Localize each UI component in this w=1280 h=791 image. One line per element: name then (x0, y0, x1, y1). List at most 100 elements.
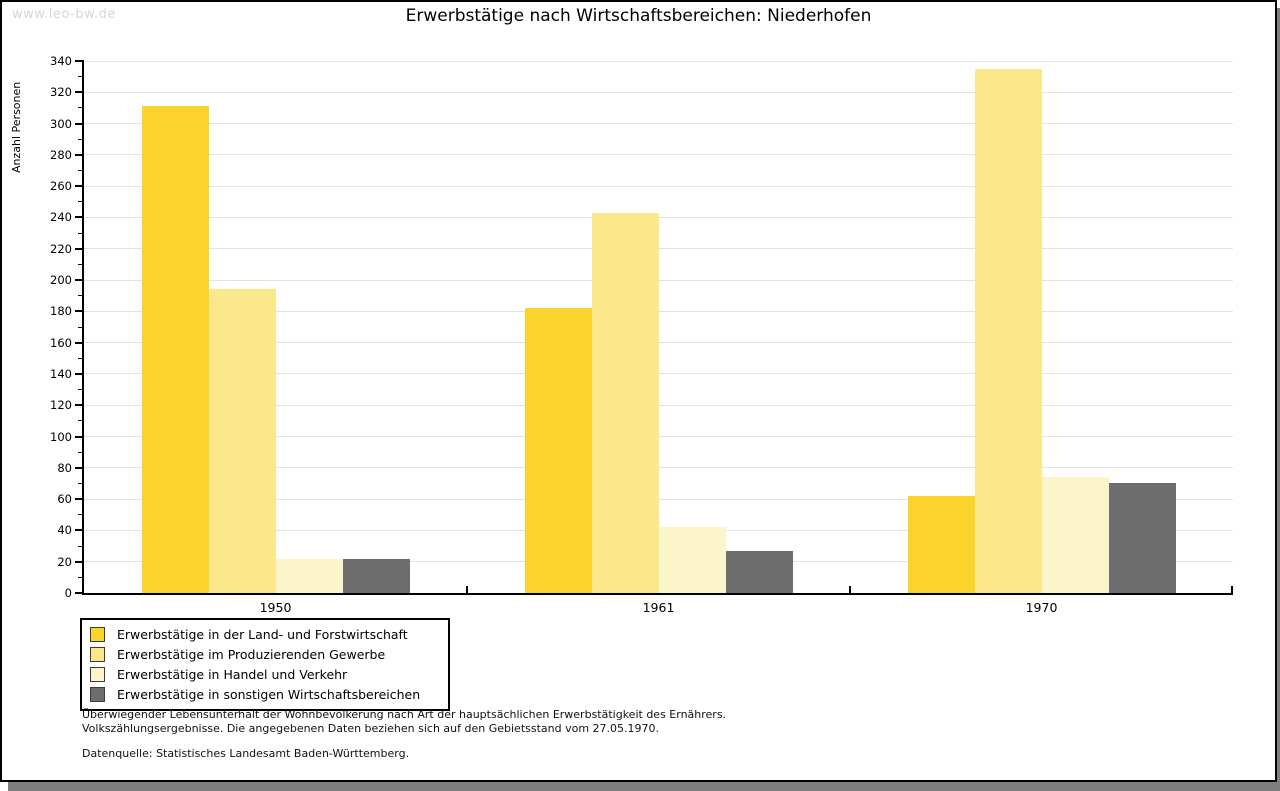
y-tick-major (75, 247, 84, 250)
legend-label: Erwerbstätige in sonstigen Wirtschaftsbe… (117, 686, 421, 702)
grid-line (84, 342, 1233, 344)
grid-line (84, 373, 1233, 375)
data-source-text: Datenquelle: Statistisches Landesamt Bad… (82, 747, 410, 760)
grid-line (84, 279, 1233, 281)
legend-swatch-icon (90, 686, 105, 702)
x-tick-label: 1970 (1025, 600, 1058, 615)
bar (907, 495, 975, 593)
grid-line (84, 185, 1233, 187)
y-tick-label: 220 (50, 241, 72, 256)
bar (1041, 477, 1109, 593)
y-tick-label: 260 (50, 179, 72, 194)
bar (658, 527, 726, 593)
y-axis-title: Anzahl Personen (10, 81, 23, 173)
bar (725, 550, 793, 593)
y-tick-label: 300 (50, 116, 72, 131)
y-tick-minor (78, 232, 84, 234)
y-tick-label: 160 (50, 335, 72, 350)
grid-line (84, 154, 1233, 156)
y-tick-minor (78, 451, 84, 453)
y-tick-major (75, 529, 84, 532)
grid-line (84, 310, 1233, 312)
y-tick-label: 80 (57, 460, 72, 475)
y-tick-label: 200 (50, 273, 72, 288)
y-tick-major (75, 372, 84, 375)
y-tick-minor (78, 170, 84, 172)
y-tick-major (75, 153, 84, 156)
legend-label: Erwerbstätige im Produzierenden Gewerbe (117, 646, 386, 662)
x-tick (466, 586, 468, 593)
y-tick-major (75, 404, 84, 407)
y-tick-major (75, 310, 84, 313)
grid-line (84, 91, 1233, 93)
watermark: www.leo-bw.de (12, 7, 116, 22)
legend-swatch-icon (90, 666, 105, 682)
footnote-text: Überwiegender Lebensunterhalt der Wohnbe… (82, 708, 726, 735)
bar (591, 212, 659, 593)
y-tick-minor (78, 545, 84, 547)
y-tick-major (75, 91, 84, 94)
legend: Erwerbstätige in der Land- und Forstwirt… (80, 618, 450, 711)
y-tick-major (75, 435, 84, 438)
grid-line (84, 216, 1233, 218)
y-tick-minor (78, 263, 84, 265)
bar (141, 106, 209, 593)
frame-shadow-bottom (8, 782, 1280, 791)
y-tick-label: 320 (50, 85, 72, 100)
bar (974, 68, 1042, 593)
y-tick-minor (78, 389, 84, 391)
grid-line (84, 60, 1233, 62)
y-tick-label: 40 (57, 523, 72, 538)
y-tick-label: 100 (50, 429, 72, 444)
y-tick-label: 240 (50, 210, 72, 225)
y-tick-major (75, 592, 84, 594)
bar (524, 308, 592, 593)
y-tick-minor (78, 295, 84, 297)
y-tick-minor (78, 576, 84, 578)
y-tick-label: 20 (57, 554, 72, 569)
grid-line (84, 436, 1233, 438)
y-tick-minor (78, 357, 84, 359)
legend-item-1: Erwerbstätige in der Land- und Forstwirt… (82, 624, 448, 644)
footnote-line-1: Überwiegender Lebensunterhalt der Wohnbe… (82, 708, 727, 721)
legend-item-2: Erwerbstätige im Produzierenden Gewerbe (82, 644, 448, 664)
legend-swatch-icon (90, 646, 105, 662)
y-tick-label: 180 (50, 304, 72, 319)
x-tick (849, 586, 851, 593)
y-tick-minor (78, 138, 84, 140)
y-tick-minor (78, 326, 84, 328)
bar (1108, 483, 1176, 593)
plot-area: 0 20 40 60 80 100 120 140 160 180 200 220 240 260 280 3… (50, 54, 1233, 615)
y-tick-major (75, 216, 84, 219)
legend-swatch-icon (90, 626, 105, 642)
y-tick-minor (78, 201, 84, 203)
legend-label: Erwerbstätige in Handel und Verkehr (117, 666, 348, 682)
x-tick-label: 1950 (259, 600, 292, 615)
grid-line (84, 404, 1233, 406)
y-tick-major (75, 279, 84, 282)
grid-line (84, 498, 1233, 500)
x-tick (1231, 586, 1233, 593)
x-tick-label: 1961 (642, 600, 675, 615)
y-tick-minor (78, 420, 84, 422)
y-tick-label: 120 (50, 398, 72, 413)
legend-item-4: Erwerbstätige in sonstigen Wirtschaftsbe… (82, 684, 448, 704)
y-tick-major (75, 498, 84, 501)
y-tick-minor (78, 107, 84, 109)
bar (208, 289, 276, 593)
y-tick-major (75, 60, 84, 62)
y-tick-major (75, 122, 84, 125)
bar (275, 558, 343, 593)
y-tick-major (75, 560, 84, 563)
footnote-line-2: Volkszählungsergebnisse. Die angegebenen… (82, 721, 660, 735)
y-tick-label: 140 (50, 366, 72, 381)
grid-line (84, 248, 1233, 250)
frame-shadow-right (1277, 8, 1280, 791)
y-tick-label: 0 (64, 586, 72, 600)
y-tick-label: 280 (50, 147, 72, 162)
y-tick-label: 60 (57, 492, 72, 507)
y-tick-minor (78, 482, 84, 484)
legend-item-3: Erwerbstätige in Handel und Verkehr (82, 664, 448, 684)
y-tick-major (75, 341, 84, 344)
